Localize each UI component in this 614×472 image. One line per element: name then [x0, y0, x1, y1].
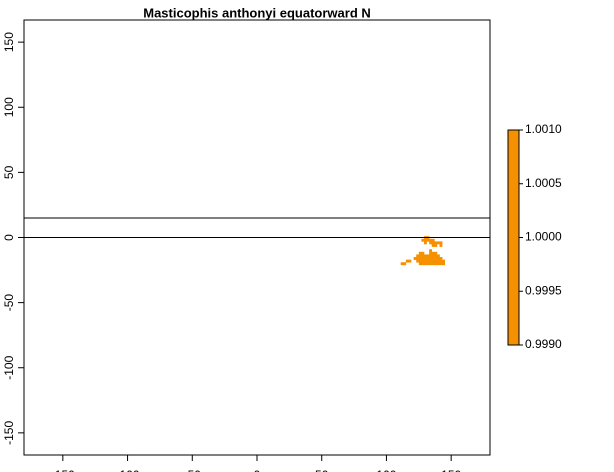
- raster-cell: [429, 254, 433, 258]
- colorbar-tick-label: 0.9990: [525, 337, 562, 351]
- raster-cell: [442, 259, 445, 263]
- raster-cell: [426, 254, 430, 258]
- raster-cell: [408, 259, 412, 263]
- raster-cell: [429, 238, 433, 242]
- raster-cell: [429, 241, 433, 245]
- x-tick-label: -150: [51, 468, 75, 472]
- raster-cell: [403, 262, 407, 266]
- colorbar-tick-label: 1.0010: [525, 122, 562, 136]
- raster-cell: [434, 241, 438, 245]
- raster-cell: [434, 259, 438, 263]
- y-tick-label: 50: [2, 165, 16, 179]
- raster-cell: [436, 241, 440, 245]
- raster-cell: [413, 257, 417, 260]
- colorbar-tick-label: 0.9995: [525, 283, 562, 297]
- raster-cell: [423, 241, 427, 245]
- raster-cell: [436, 254, 440, 258]
- raster-cell: [423, 238, 427, 242]
- x-tick-label: -50: [184, 468, 202, 472]
- x-tick-label: 50: [315, 468, 329, 472]
- colorbar: [507, 129, 520, 346]
- raster-cell: [421, 262, 425, 266]
- raster-cell: [431, 262, 435, 266]
- raster-cell: [421, 257, 425, 260]
- x-tick-label: -100: [116, 468, 140, 472]
- raster-cell: [416, 254, 420, 258]
- raster-cell: [418, 251, 422, 255]
- raster-cell: [426, 257, 430, 260]
- raster-cell: [416, 259, 420, 263]
- raster-cell: [431, 238, 435, 242]
- raster-cell: [421, 251, 425, 255]
- raster-cell: [416, 257, 420, 260]
- raster-cell: [418, 257, 422, 260]
- y-tick-label: 100: [2, 97, 16, 117]
- x-tick-label: 0: [254, 468, 261, 472]
- raster-cell: [436, 259, 440, 263]
- raster-cell: [418, 262, 422, 266]
- raster-cell: [426, 262, 430, 266]
- y-tick-label: -150: [2, 421, 16, 445]
- raster-cell: [405, 259, 409, 263]
- raster-cell: [429, 249, 433, 253]
- y-tick-label: 150: [2, 32, 16, 52]
- raster-cell: [434, 257, 438, 260]
- raster-cell: [431, 257, 435, 260]
- raster-cell: [431, 244, 435, 247]
- raster-cell: [421, 238, 425, 242]
- raster-cell: [421, 254, 425, 258]
- raster-cell: [423, 259, 427, 263]
- y-tick-label: 0: [2, 234, 16, 241]
- raster-cell: [434, 251, 438, 255]
- raster-cell: [439, 241, 443, 245]
- chart-title: Masticophis anthonyi equatorward N: [143, 5, 371, 20]
- x-tick-label: 150: [441, 468, 461, 472]
- y-tick-label: -100: [2, 355, 16, 379]
- colorbar-tick-label: 1.0005: [525, 176, 562, 190]
- raster-cell: [431, 241, 435, 245]
- raster-cell: [431, 251, 435, 255]
- raster-cell: [431, 259, 435, 263]
- raster-cell: [429, 259, 433, 263]
- raster-cell: [421, 259, 425, 263]
- raster-cell: [423, 254, 427, 258]
- raster-cell: [418, 259, 422, 263]
- raster-cell: [418, 254, 422, 258]
- raster-cell: [423, 257, 427, 260]
- raster-cell: [426, 259, 430, 263]
- raster-cell: [439, 259, 443, 263]
- raster-cell: [434, 262, 438, 266]
- raster-cell: [426, 238, 430, 242]
- raster-cell: [423, 262, 427, 266]
- raster-cell: [442, 262, 445, 266]
- raster-cell: [436, 257, 440, 260]
- y-tick-label: -50: [2, 294, 16, 312]
- raster-cell: [429, 257, 433, 260]
- raster-cell: [439, 244, 443, 247]
- raster-cell: [436, 262, 440, 266]
- raster-cell: [439, 262, 443, 266]
- raster-cell: [429, 251, 433, 255]
- raster-cell: [434, 244, 438, 247]
- colorbar-tick-label: 1.0000: [525, 230, 562, 244]
- x-tick-label: 100: [376, 468, 396, 472]
- raster-cell: [439, 257, 443, 260]
- raster-cell: [400, 262, 404, 266]
- raster-cell: [429, 262, 433, 266]
- raster-cell: [434, 254, 438, 258]
- raster-cell: [431, 254, 435, 258]
